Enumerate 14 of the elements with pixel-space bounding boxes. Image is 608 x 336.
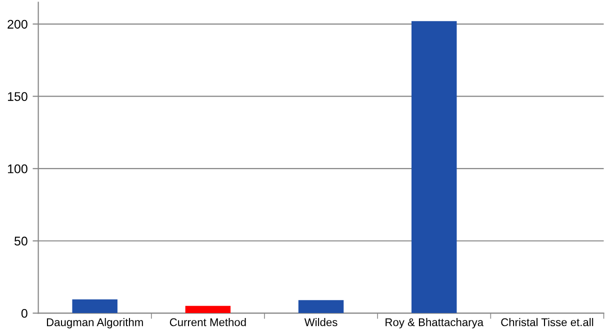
y-tick-label: 150	[8, 92, 28, 101]
y-tick-label: 100	[8, 164, 28, 174]
bar	[298, 300, 344, 314]
bar	[185, 306, 231, 314]
y-tick-label: 200	[8, 20, 28, 29]
bar	[72, 299, 118, 314]
x-tick-label: Current Method	[170, 318, 246, 326]
y-tick-label: 0	[21, 308, 28, 318]
y-tick-label: 50	[14, 236, 28, 246]
x-tick-label: Wildes	[304, 318, 338, 326]
x-tick-label: Daugman Algorithm	[46, 318, 143, 328]
bar	[411, 21, 457, 314]
x-tick-label: Christal Tisse et.all	[501, 318, 594, 326]
x-tick-label: Roy & Bhattacharya	[386, 318, 484, 328]
